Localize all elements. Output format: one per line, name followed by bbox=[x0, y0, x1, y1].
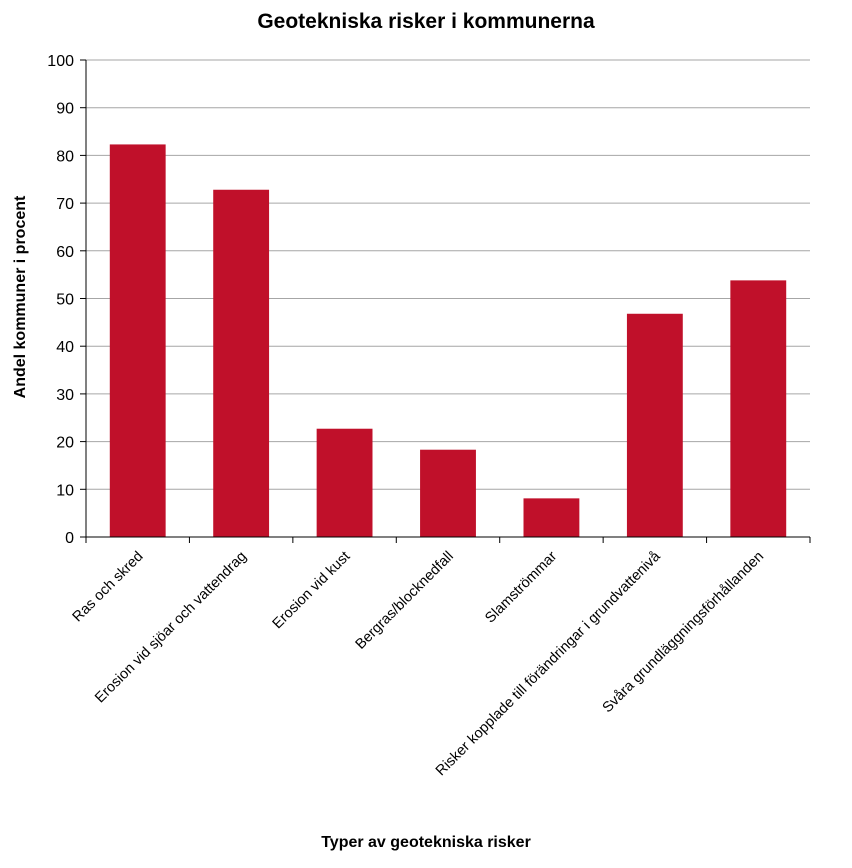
bar bbox=[213, 189, 270, 537]
gridlines bbox=[86, 59, 810, 490]
bars bbox=[109, 144, 787, 537]
bar bbox=[109, 144, 166, 537]
x-category-label: Slamströmmar bbox=[482, 548, 560, 626]
bar bbox=[316, 428, 373, 537]
bar bbox=[420, 449, 476, 537]
axis-ticks: 0 10 20 30 40 50 60 70 80 90 100 bbox=[47, 53, 811, 547]
y-tick-label: 80 bbox=[56, 148, 74, 165]
y-tick-label: 20 bbox=[56, 435, 74, 452]
y-axis-label: Andel kommuner i procent bbox=[12, 195, 29, 399]
x-category-label: Ras och skred bbox=[70, 549, 147, 626]
bar bbox=[523, 498, 580, 537]
y-tick-label: 0 bbox=[65, 530, 74, 547]
y-tick-label: 90 bbox=[56, 101, 74, 118]
y-tick-label: 100 bbox=[47, 53, 74, 70]
chart-title: Geotekniska risker i kommunerna bbox=[257, 10, 595, 33]
x-axis-label: Typer av geotekniska risker bbox=[321, 834, 531, 851]
y-tick-label: 30 bbox=[56, 387, 74, 404]
bar bbox=[626, 313, 683, 537]
y-tick-label: 40 bbox=[56, 339, 74, 356]
x-category-label: Svåra grundläggningsförhållanden bbox=[600, 549, 768, 717]
x-category-label: Bergras/blocknedfall bbox=[353, 549, 457, 653]
y-tick-label: 10 bbox=[56, 482, 74, 499]
bar bbox=[730, 280, 787, 537]
y-tick-label: 60 bbox=[56, 244, 74, 261]
x-category-label: Erosion vid kust bbox=[270, 549, 354, 633]
y-tick-label: 50 bbox=[56, 292, 74, 309]
y-tick-label: 70 bbox=[56, 196, 74, 213]
x-category-label: Risker kopplade till förändringar i grun… bbox=[433, 548, 664, 779]
